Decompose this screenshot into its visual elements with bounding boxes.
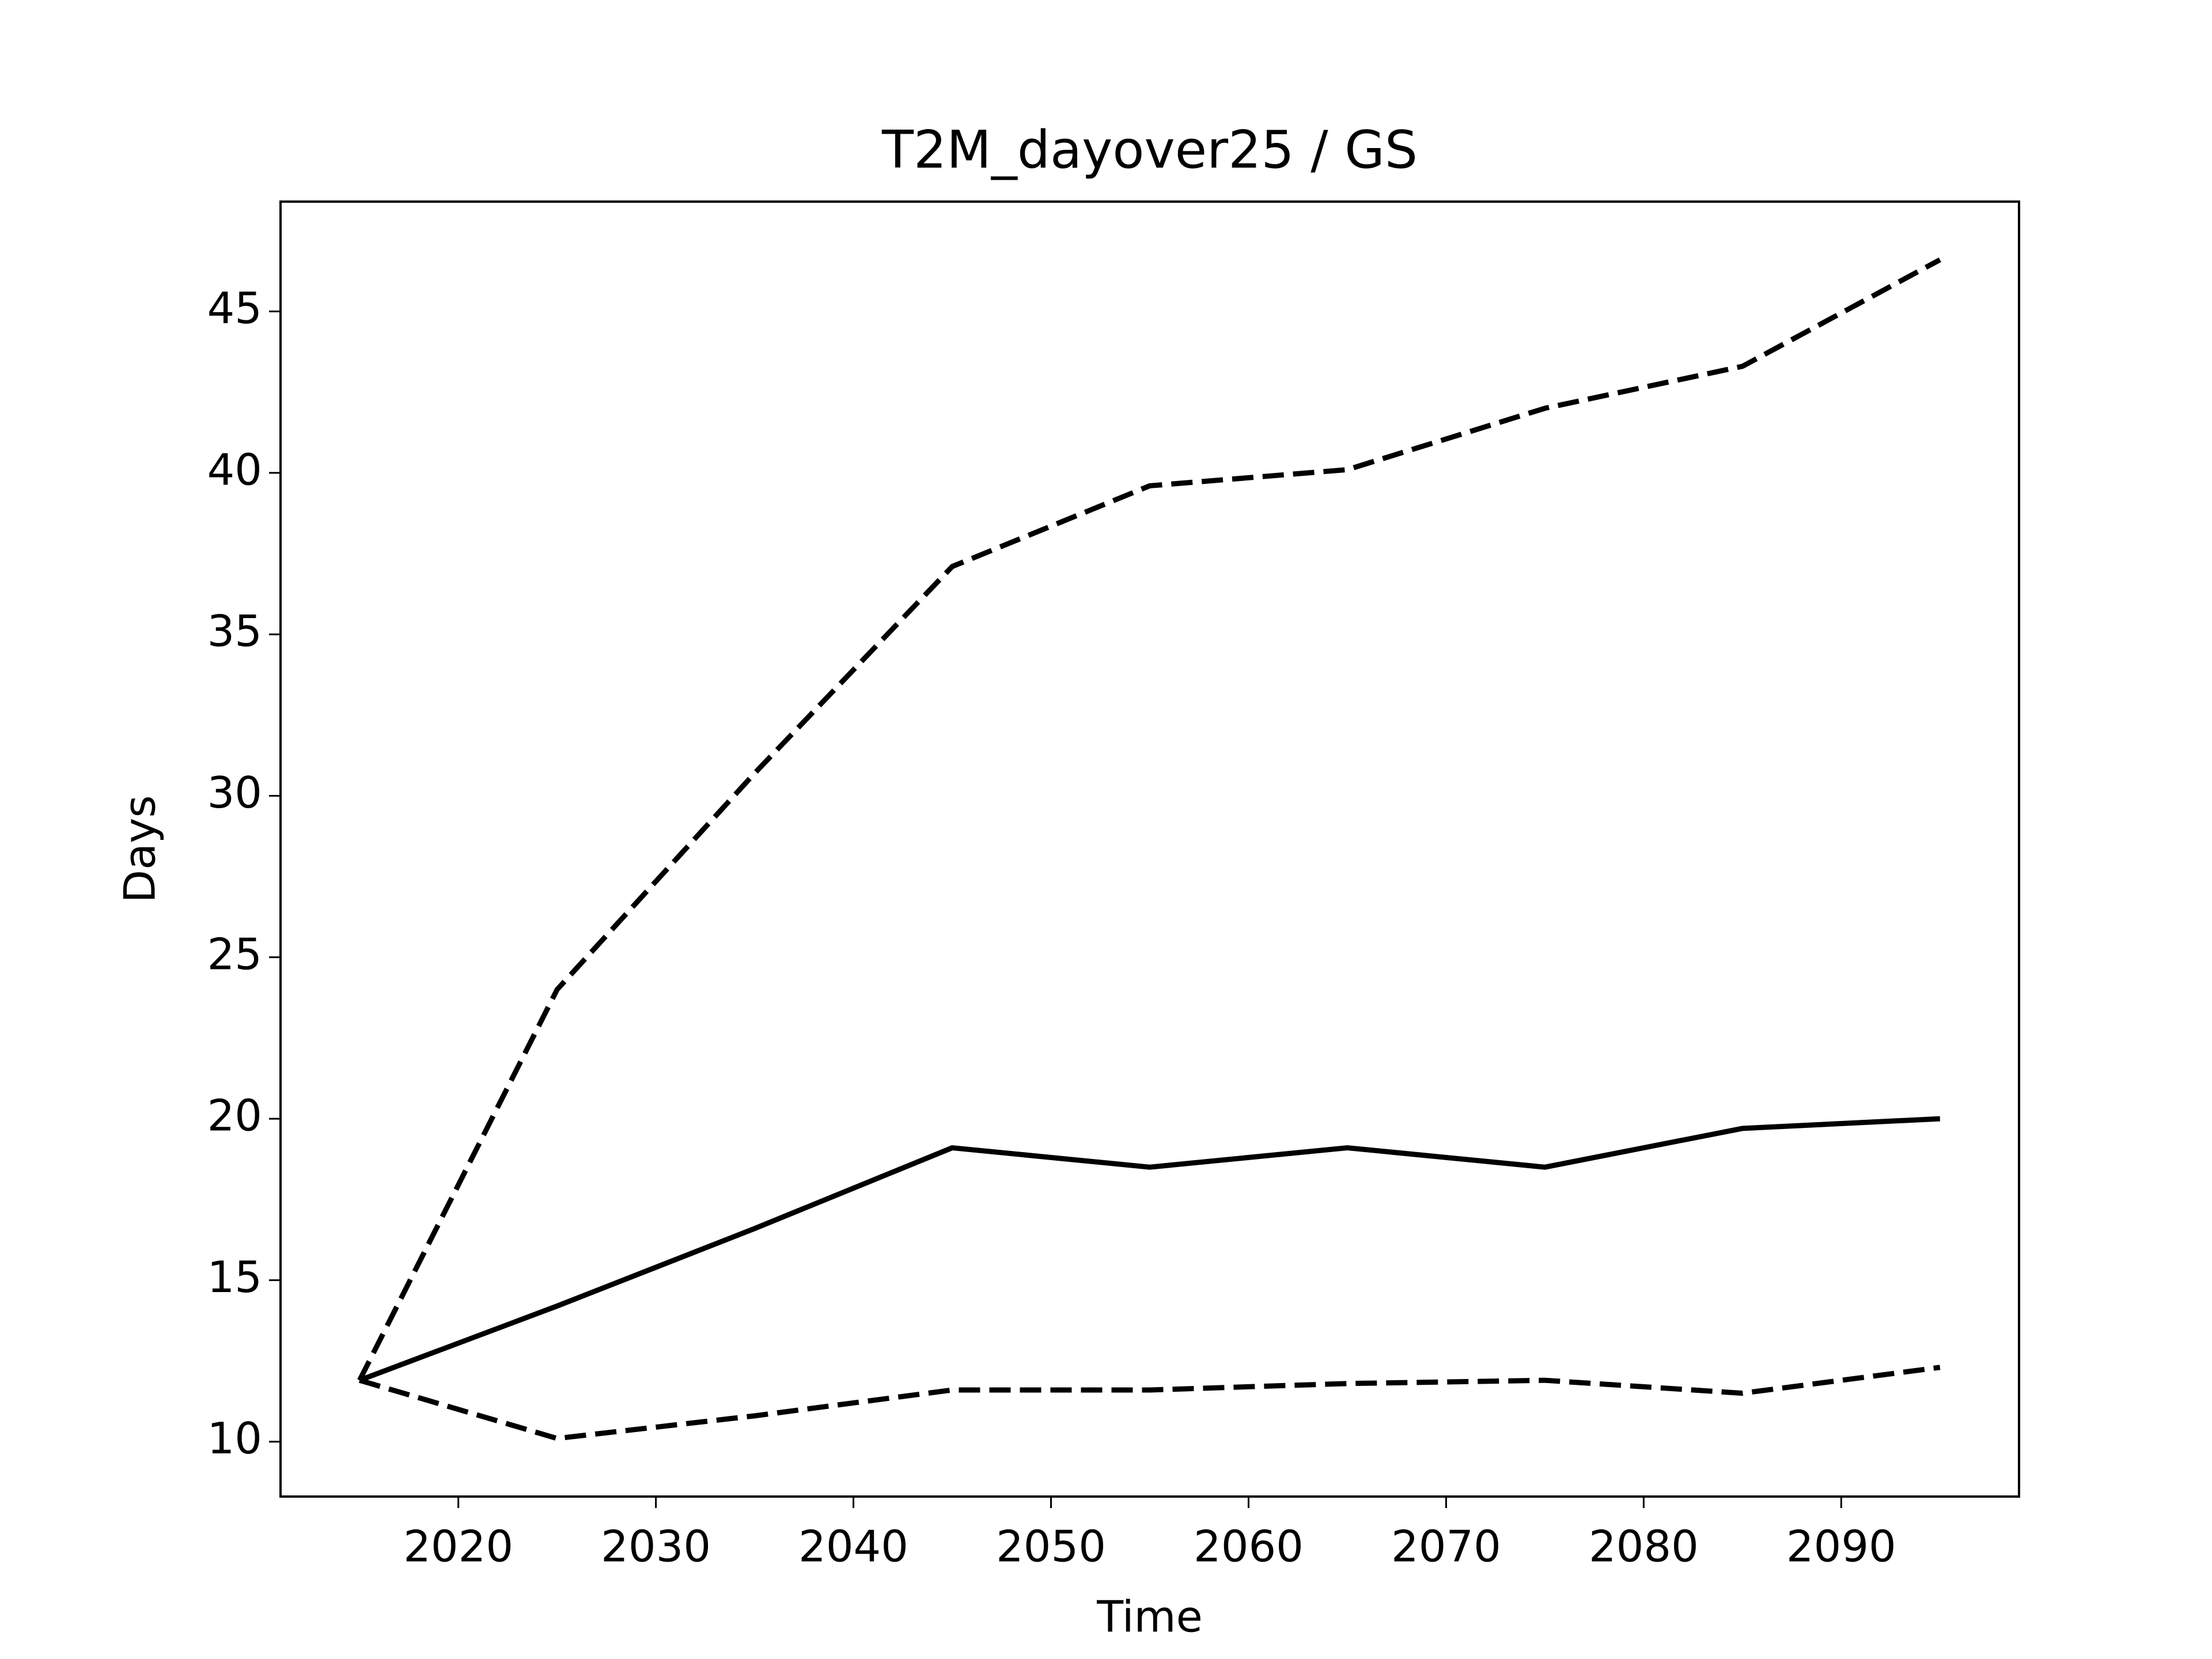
x-tick-label: 2050 xyxy=(996,1521,1106,1572)
y-tick-label: 10 xyxy=(207,1413,262,1464)
y-tick-label: 35 xyxy=(207,606,262,657)
line-series xyxy=(358,1116,1941,1383)
x-tick-label: 2040 xyxy=(798,1521,908,1572)
y-tick-label: 30 xyxy=(207,767,262,818)
y-tick-label: 25 xyxy=(207,929,262,979)
y-tick-label: 15 xyxy=(207,1252,262,1302)
x-tick-label: 2070 xyxy=(1391,1521,1501,1572)
y-tick-label: 40 xyxy=(207,444,262,495)
chart-title: T2M_dayover25 / GS xyxy=(881,120,1418,180)
x-tick-label: 2020 xyxy=(403,1521,513,1572)
x-axis-label: Time xyxy=(1096,1592,1203,1642)
y-axis-label: Days xyxy=(115,795,165,903)
y-tick-label: 20 xyxy=(207,1090,262,1141)
line-series xyxy=(358,1365,1941,1441)
y-tick-label: 45 xyxy=(207,283,262,334)
plot-frame xyxy=(279,200,2020,1498)
x-tick-label: 2030 xyxy=(601,1521,711,1572)
x-tick-label: 2060 xyxy=(1194,1521,1304,1572)
x-tick-label: 2080 xyxy=(1589,1521,1699,1572)
x-tick-label: 2090 xyxy=(1786,1521,1896,1572)
line-series xyxy=(357,257,1941,1382)
